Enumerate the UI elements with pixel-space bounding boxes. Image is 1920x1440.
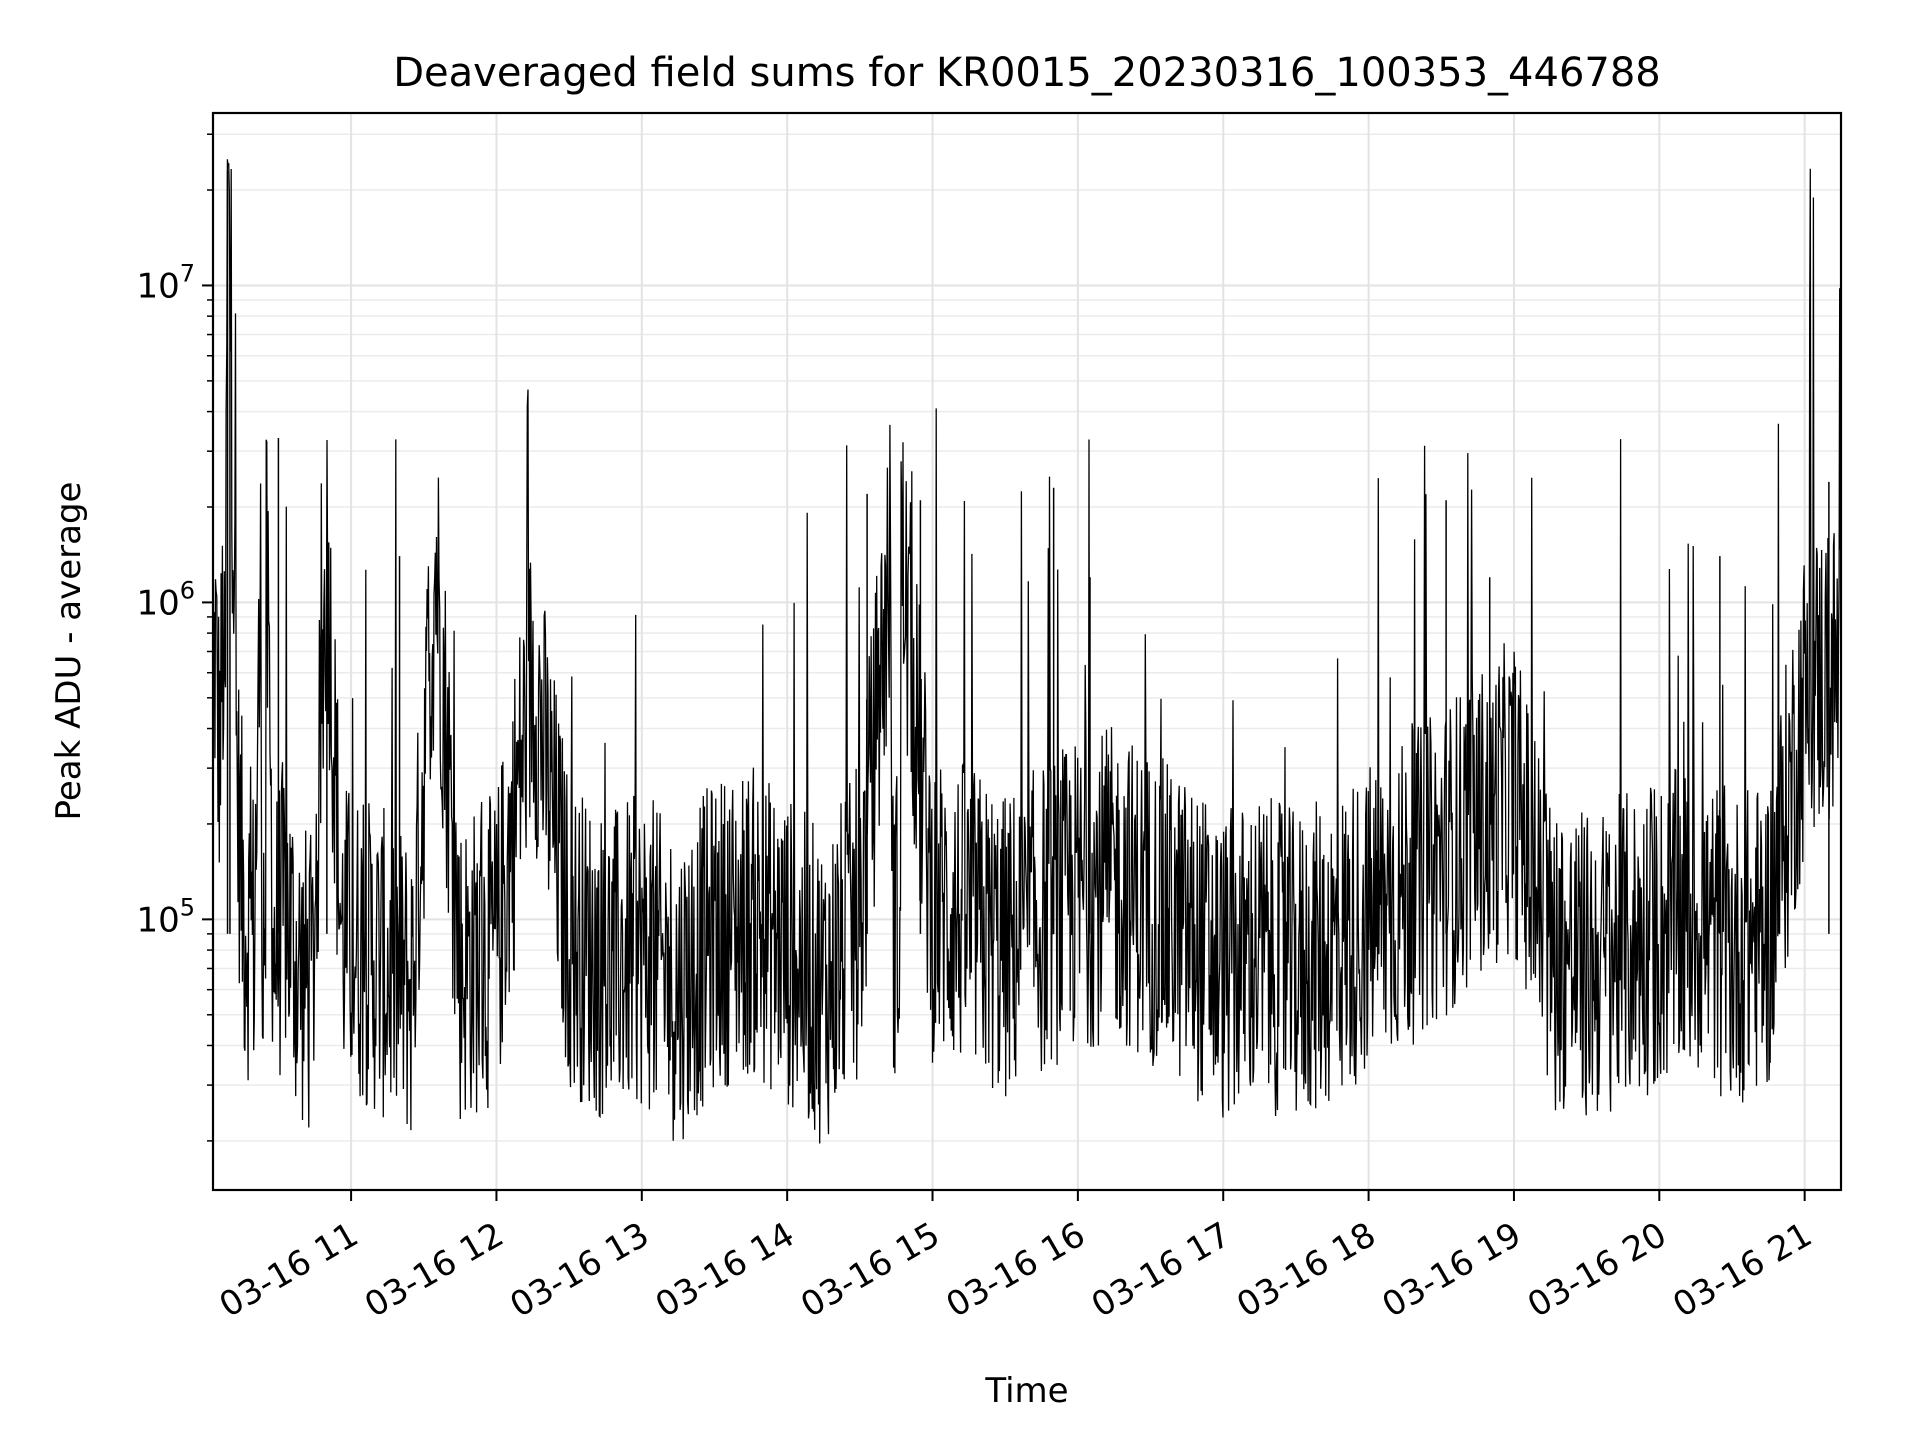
- y-tick-label: 106: [136, 576, 195, 623]
- y-tick-label: 107: [136, 259, 195, 306]
- y-axis-label: Peak ADU - average: [49, 482, 89, 821]
- y-tick-label: 105: [136, 893, 195, 940]
- series-line: [212, 159, 1842, 1144]
- chart-title: Deaveraged field sums for KR0015_2023031…: [393, 50, 1661, 96]
- x-axis-label: Time: [984, 1371, 1068, 1411]
- y-axis: 105 106 107: [136, 133, 213, 1142]
- plot-area: [212, 159, 1842, 1144]
